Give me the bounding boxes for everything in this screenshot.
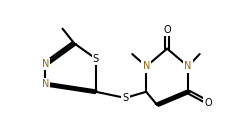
Text: N: N [42,79,49,89]
Text: N: N [42,59,49,69]
Text: N: N [143,61,150,71]
Text: O: O [163,25,171,35]
Text: N: N [184,61,192,71]
Text: S: S [122,93,128,103]
Text: S: S [93,54,99,64]
Text: O: O [204,98,212,108]
